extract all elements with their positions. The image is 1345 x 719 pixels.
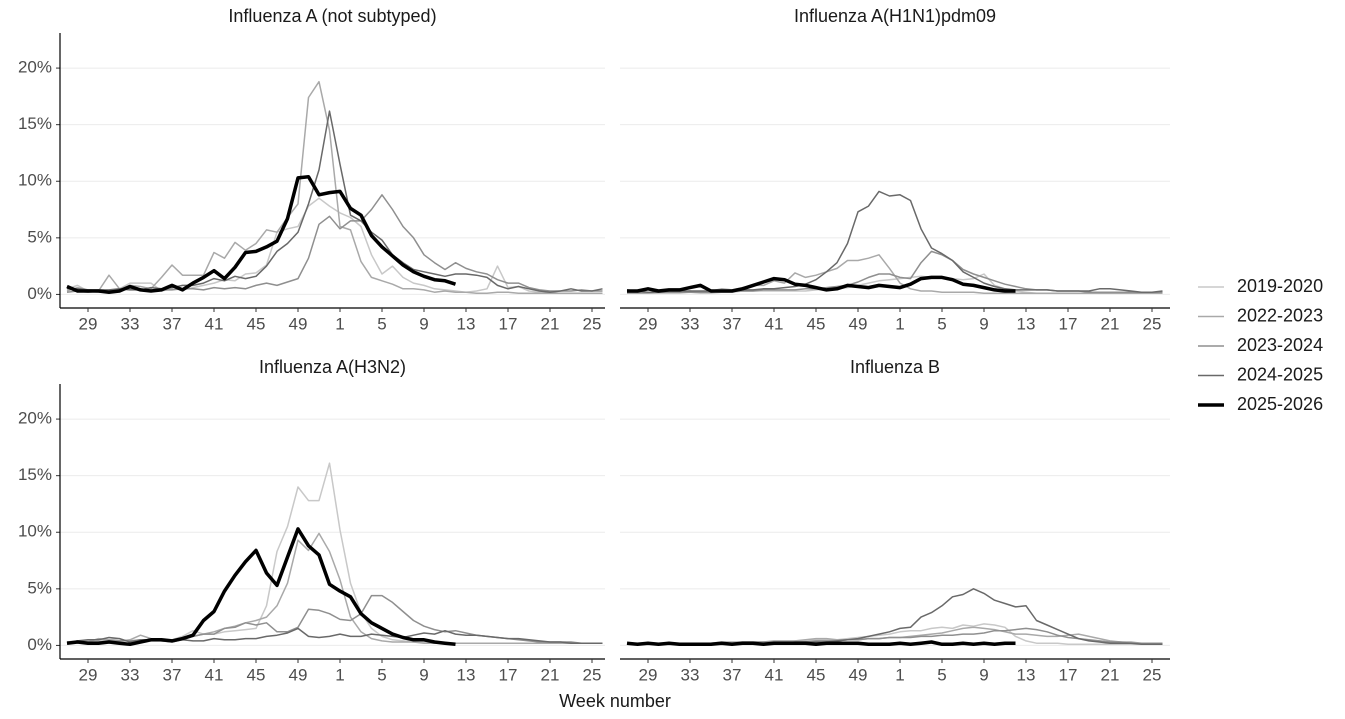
series-line xyxy=(66,527,456,647)
x-tick-label: 5 xyxy=(937,665,946,684)
x-tick-label: 21 xyxy=(1101,665,1120,684)
x-tick-label: 33 xyxy=(121,314,140,333)
x-tick-label: 49 xyxy=(849,314,868,333)
x-tick-label: 13 xyxy=(457,314,476,333)
x-tick-label: 45 xyxy=(247,665,266,684)
legend-label: 2022-2023 xyxy=(1237,305,1323,325)
x-tick-label: 25 xyxy=(1143,314,1162,333)
x-tick-label: 9 xyxy=(419,665,428,684)
x-tick-label: 17 xyxy=(1059,314,1078,333)
panel-title: Influenza A(H1N1)pdm09 xyxy=(794,6,996,26)
series-line xyxy=(626,190,1163,293)
legend-label: 2024-2025 xyxy=(1237,364,1323,384)
y-tick-label: 5% xyxy=(27,227,52,246)
x-tick-label: 1 xyxy=(895,314,904,333)
panel-title: Influenza A (not subtyped) xyxy=(228,6,436,26)
y-tick-label: 5% xyxy=(27,578,52,597)
x-tick-label: 29 xyxy=(639,314,658,333)
y-tick-label: 20% xyxy=(18,409,52,428)
x-tick-label: 33 xyxy=(681,314,700,333)
x-tick-label: 25 xyxy=(583,665,602,684)
y-tick-label: 15% xyxy=(18,465,52,484)
legend-label: 2025-2026 xyxy=(1237,394,1323,414)
x-tick-label: 9 xyxy=(979,665,988,684)
x-tick-label: 45 xyxy=(807,314,826,333)
y-tick-label: 20% xyxy=(18,58,52,77)
x-tick-label: 9 xyxy=(979,314,988,333)
x-tick-label: 45 xyxy=(807,665,826,684)
x-tick-label: 29 xyxy=(79,314,98,333)
series-line xyxy=(626,640,1016,647)
series-line xyxy=(67,110,603,293)
series-line xyxy=(66,80,603,295)
x-tick-label: 17 xyxy=(499,314,518,333)
x-tick-label: 1 xyxy=(335,314,344,333)
x-tick-label: 37 xyxy=(723,665,742,684)
y-tick-label: 0% xyxy=(27,284,52,303)
series-line xyxy=(627,275,1016,293)
panel-title: Influenza A(H3N2) xyxy=(259,357,406,377)
x-tick-label: 5 xyxy=(377,665,386,684)
series-line xyxy=(627,588,1163,646)
x-tick-label: 29 xyxy=(639,665,658,684)
x-tick-label: 49 xyxy=(289,665,308,684)
x-tick-label: 41 xyxy=(765,314,784,333)
x-tick-label: 49 xyxy=(289,314,308,333)
x-tick-label: 41 xyxy=(205,314,224,333)
y-tick-label: 15% xyxy=(18,114,52,133)
y-tick-label: 0% xyxy=(27,635,52,654)
x-tick-label: 41 xyxy=(765,665,784,684)
legend-label: 2023-2024 xyxy=(1237,335,1323,355)
x-tick-label: 29 xyxy=(79,665,98,684)
x-tick-label: 37 xyxy=(163,665,182,684)
series-line xyxy=(67,594,603,644)
x-tick-label: 13 xyxy=(1017,314,1036,333)
x-tick-label: 25 xyxy=(1143,665,1162,684)
x-tick-label: 13 xyxy=(1017,665,1036,684)
x-tick-label: 37 xyxy=(723,314,742,333)
x-tick-label: 25 xyxy=(583,314,602,333)
x-tick-label: 13 xyxy=(457,665,476,684)
x-tick-label: 5 xyxy=(937,314,946,333)
x-tick-label: 9 xyxy=(419,314,428,333)
x-tick-label: 1 xyxy=(895,665,904,684)
x-tick-label: 21 xyxy=(541,665,560,684)
series-line xyxy=(66,197,603,295)
x-tick-label: 1 xyxy=(335,665,344,684)
x-tick-label: 37 xyxy=(163,314,182,333)
legend-label: 2019-2020 xyxy=(1237,276,1323,296)
series-line xyxy=(66,174,457,294)
y-tick-label: 10% xyxy=(18,522,52,541)
x-tick-label: 17 xyxy=(499,665,518,684)
x-tick-label: 21 xyxy=(541,314,560,333)
x-tick-label: 21 xyxy=(1101,314,1120,333)
x-tick-label: 33 xyxy=(681,665,700,684)
x-tick-label: 45 xyxy=(247,314,266,333)
x-tick-label: 33 xyxy=(121,665,140,684)
series-line xyxy=(627,623,1163,646)
x-tick-label: 41 xyxy=(205,665,224,684)
x-tick-label: 5 xyxy=(377,314,386,333)
x-tick-label: 17 xyxy=(1059,665,1078,684)
x-axis-title: Week number xyxy=(559,691,671,711)
x-tick-label: 49 xyxy=(849,665,868,684)
y-tick-label: 10% xyxy=(18,171,52,190)
panel-title: Influenza B xyxy=(850,357,940,377)
